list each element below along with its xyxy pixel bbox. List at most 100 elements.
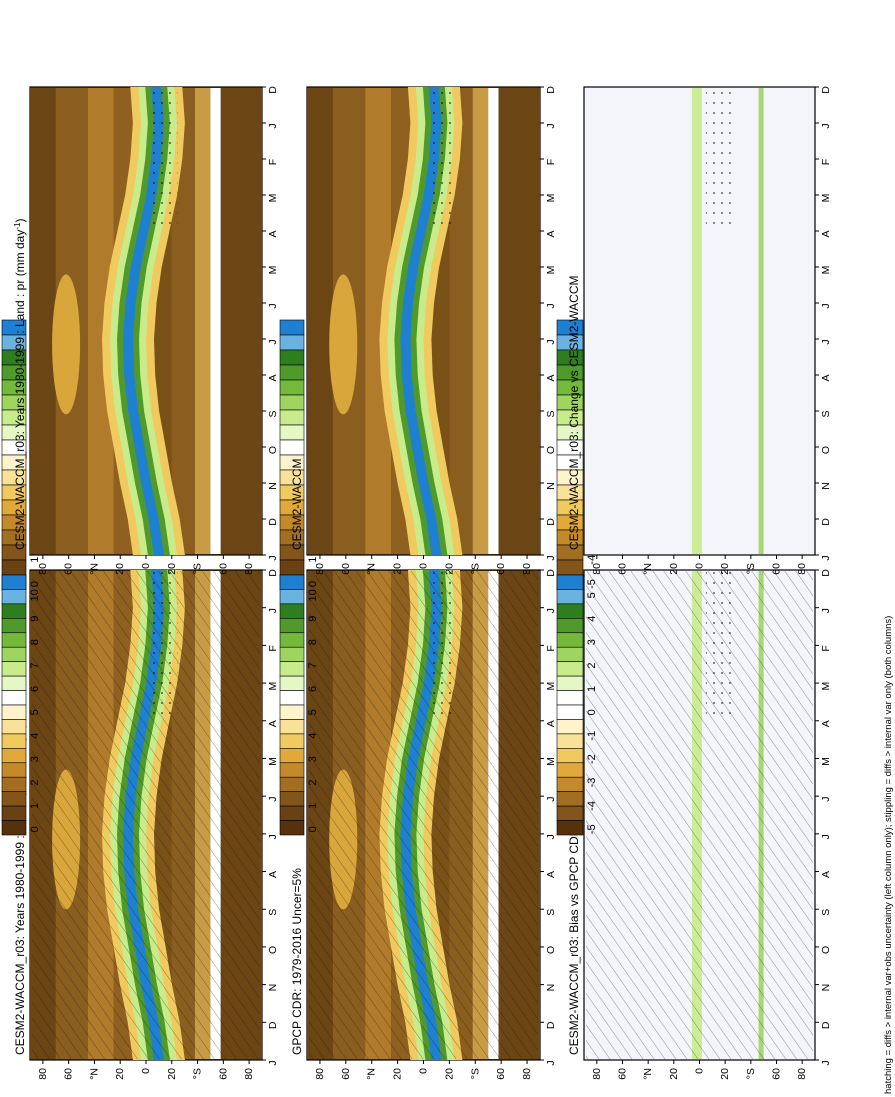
colorbar-label: 6 [29, 686, 41, 692]
month-label: A [267, 720, 279, 727]
month-label: S [545, 410, 557, 417]
colorbar-swatch [1, 805, 27, 821]
colorbar-swatch [279, 675, 305, 691]
month-label: S [545, 909, 557, 916]
colorbar-label: 5 [29, 709, 41, 715]
month-label: O [267, 946, 279, 954]
latitude-label: 60 [771, 563, 783, 575]
month-label: J [820, 555, 832, 560]
latitude-label: °S [469, 1068, 481, 1079]
latitude-label: 20 [668, 1068, 680, 1080]
month-label: A [820, 720, 832, 727]
colorbar-swatch [556, 646, 584, 662]
latitude-label: 20 [114, 1068, 126, 1080]
colorbar-label: -4 [586, 801, 598, 811]
hatching-overlay [32, 571, 260, 1059]
colorbar-label: 7 [307, 662, 319, 668]
panel-title: CESM2-WACCM_r03: Change vs CESM2-WACCM [567, 276, 581, 551]
colorbar-label: 7 [29, 662, 41, 668]
month-label: J [267, 555, 279, 560]
month-label: A [820, 871, 832, 878]
latitude-label: °N [366, 1068, 378, 1080]
colorbar-swatch [279, 805, 305, 821]
latitude-label: 80 [37, 1068, 49, 1080]
month-label: M [820, 194, 832, 203]
colorbar-swatch [556, 589, 584, 605]
month-label: F [267, 159, 279, 165]
latitude-label: °S [745, 563, 757, 574]
latitude-label: 60 [617, 1068, 629, 1080]
month-label: M [545, 194, 557, 203]
month-label: J [545, 555, 557, 560]
month-label: D [545, 518, 557, 526]
colorbar-swatch [556, 603, 584, 619]
colorbar-swatch [279, 690, 305, 706]
colorbar-swatch [1, 589, 27, 605]
colorbar-label: 4 [29, 733, 41, 739]
colorbar-swatch [279, 334, 305, 351]
colorbar-swatch [279, 762, 305, 778]
colorbar-swatch [1, 603, 27, 619]
monsoon-region [52, 274, 81, 415]
colorbar-swatch [279, 632, 305, 648]
latitude-band [307, 88, 333, 554]
latitude-label: 20 [166, 563, 178, 575]
latitude-label: 0 [140, 563, 152, 569]
month-label: J [267, 608, 279, 613]
month-label: A [545, 374, 557, 381]
colorbar-swatch [1, 675, 27, 691]
latitude-label: 60 [217, 1068, 229, 1080]
colorbar-label: 1 [29, 803, 41, 809]
stippling-overlay [152, 571, 178, 718]
colorbar-swatch [556, 805, 584, 821]
colorbar-swatch [556, 733, 584, 749]
latitude-label: 20 [392, 1068, 404, 1080]
colorbar-swatch [279, 661, 305, 677]
latitude-band [488, 88, 499, 554]
colorbar-swatch [556, 791, 584, 807]
colorbar-swatch [1, 776, 27, 792]
latitude-label: °S [469, 563, 481, 574]
latitude-label: 60 [63, 563, 75, 575]
monsoon-region [329, 274, 358, 415]
hatching-overlay [586, 571, 813, 1059]
colorbar-swatch [1, 820, 27, 836]
month-label: A [545, 230, 557, 237]
stippling-overlay [705, 88, 731, 229]
month-label: M [545, 757, 557, 766]
month-label: J [267, 303, 279, 308]
colorbar-swatch [279, 559, 305, 576]
latitude-label: 80 [521, 563, 533, 575]
colorbar-swatch [279, 603, 305, 619]
latitude-label: 20 [668, 563, 680, 575]
latitude-band [194, 88, 211, 554]
stippling-overlay [429, 88, 455, 229]
month-label: N [267, 482, 279, 490]
colorbar-swatch [279, 820, 305, 836]
colorbar-label: 2 [586, 662, 598, 668]
month-label: M [545, 682, 557, 691]
month-label: O [267, 446, 279, 454]
latitude-label: 20 [443, 1068, 455, 1080]
latitude-label: 80 [591, 1068, 603, 1080]
colorbar-label: 1 [307, 557, 319, 563]
latitude-label: 0 [140, 1068, 152, 1074]
colorbar-swatch [279, 791, 305, 807]
colorbar-swatch [279, 618, 305, 634]
month-label: D [820, 569, 832, 577]
month-label: M [267, 757, 279, 766]
month-label: A [820, 230, 832, 237]
colorbar-label: -5 [586, 824, 598, 834]
latitude-label: 80 [796, 563, 808, 575]
colorbar-swatch [279, 646, 305, 662]
month-label: J [820, 1060, 832, 1065]
month-label: O [545, 946, 557, 954]
colorbar-swatch [279, 364, 305, 381]
latitude-label: 60 [495, 1068, 507, 1080]
colorbar-label: 6 [307, 686, 319, 692]
